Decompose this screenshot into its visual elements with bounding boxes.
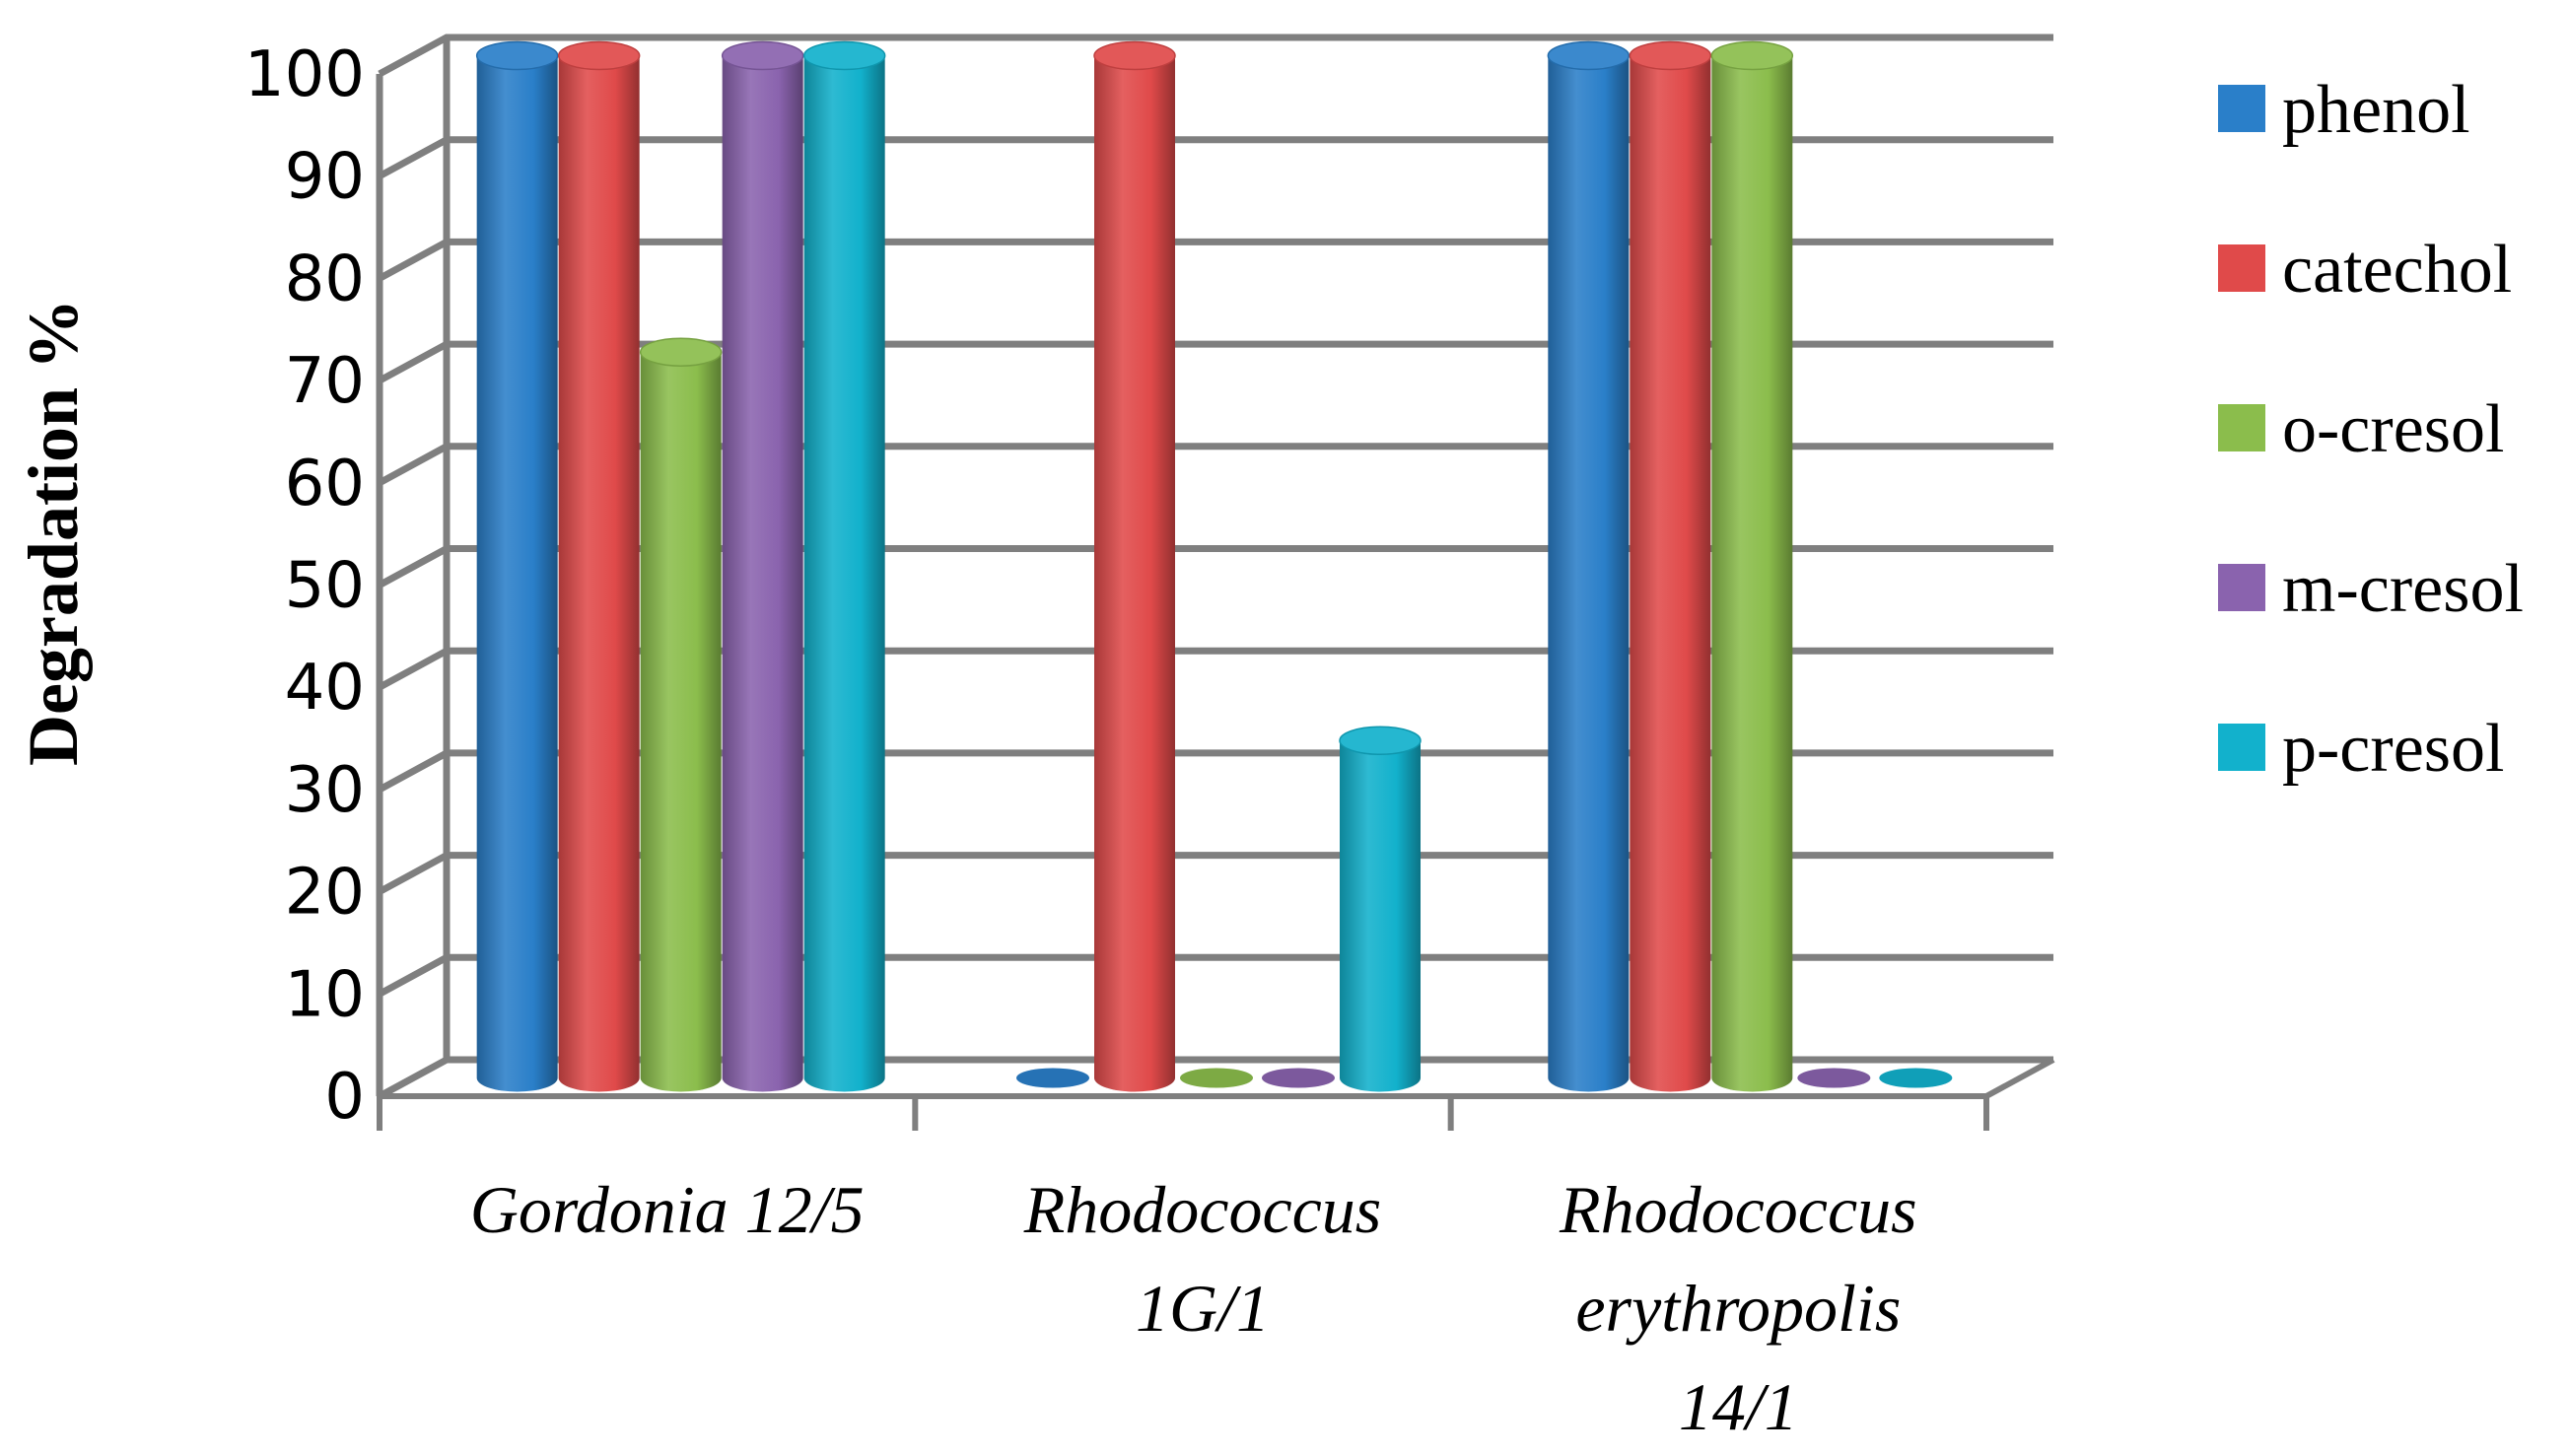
bars <box>475 40 1953 1092</box>
bar-p-cresol-1 <box>1339 726 1422 1092</box>
bar-top <box>1339 726 1422 756</box>
bar-catechol-2 <box>1629 40 1712 1092</box>
legend-swatch <box>2218 404 2265 451</box>
y-tick-label: 40 <box>285 652 365 725</box>
x-category-label: 1G/1 <box>1136 1271 1270 1346</box>
bar-zero-disc <box>1262 1068 1335 1088</box>
legend-swatch <box>2218 244 2265 292</box>
bar-zero-disc <box>1180 1068 1253 1088</box>
bar-m-cresol-0 <box>721 40 804 1092</box>
labels: 0 10 20 30 40 50 60 70 80 90 100 Gordonia 12/5 Rhodo… <box>14 38 1917 1444</box>
bar-top <box>1710 40 1794 71</box>
bar-body <box>1711 55 1793 1092</box>
y-tick-label: 80 <box>285 243 365 315</box>
legend-label: m-cresol <box>2282 551 2524 627</box>
x-category-label: Rhodococcus <box>1559 1172 1917 1247</box>
bar-top <box>721 40 804 71</box>
bar-body <box>803 55 885 1092</box>
floor-right-edge <box>1984 1057 2055 1099</box>
bar-top <box>1093 40 1176 71</box>
y-tick-label: 60 <box>285 448 365 520</box>
legend-label: catechol <box>2282 232 2512 308</box>
y-tick-label: 20 <box>285 857 365 930</box>
bar-top <box>557 40 641 71</box>
legend-item-o-cresol: o-cresol <box>2218 391 2504 467</box>
axes <box>376 37 2055 1131</box>
bar-m-cresol-1 <box>1262 1068 1335 1088</box>
bar-body <box>640 352 722 1092</box>
legend-label: p-cresol <box>2282 711 2504 787</box>
bar-body <box>476 55 558 1092</box>
x-category-label: Rhodococcus <box>1023 1172 1382 1247</box>
bar-body <box>722 55 803 1092</box>
y-tick-label: 100 <box>244 38 365 111</box>
bar-catechol-0 <box>557 40 641 1092</box>
bar-zero-disc <box>1016 1068 1089 1088</box>
legend-item-m-cresol: m-cresol <box>2218 551 2524 627</box>
legend-item-catechol: catechol <box>2218 232 2512 308</box>
bar-catechol-1 <box>1093 40 1176 1092</box>
y-tick-label: 0 <box>324 1061 365 1134</box>
legend: phenol catechol o-cresol m-cresol p-cresol <box>2218 72 2524 787</box>
y-tick-label: 70 <box>285 345 365 418</box>
y-tick-label: 10 <box>285 958 365 1031</box>
legend-swatch <box>2218 724 2265 771</box>
bar-p-cresol-2 <box>1879 1068 1953 1088</box>
legend-item-phenol: phenol <box>2218 72 2470 148</box>
x-category-label: 14/1 <box>1679 1369 1798 1444</box>
bar-zero-disc <box>1797 1068 1871 1088</box>
bar-top <box>475 40 559 71</box>
bar-body <box>1548 55 1630 1092</box>
bar-o-cresol-0 <box>639 337 723 1092</box>
legend-label: o-cresol <box>2282 391 2504 467</box>
y-axis-title: Degradation % <box>14 299 93 766</box>
bar-top <box>802 40 886 71</box>
legend-item-p-cresol: p-cresol <box>2218 711 2504 787</box>
y-tick-label: 30 <box>285 754 365 827</box>
bar-top <box>1547 40 1631 71</box>
bar-phenol-2 <box>1547 40 1631 1092</box>
x-category-label: Gordonia 12/5 <box>470 1172 865 1247</box>
y-tick-label: 90 <box>285 141 365 214</box>
bar-phenol-1 <box>1016 1068 1089 1088</box>
legend-swatch <box>2218 564 2265 611</box>
bar-top <box>639 337 723 367</box>
bar-body <box>558 55 640 1092</box>
bar-top <box>1629 40 1712 71</box>
legend-swatch <box>2218 85 2265 132</box>
bar-body <box>1094 55 1175 1092</box>
bar-o-cresol-1 <box>1180 1068 1253 1088</box>
bar-m-cresol-2 <box>1797 1068 1871 1088</box>
bar-phenol-0 <box>475 40 559 1092</box>
x-category-label: erythropolis <box>1575 1271 1901 1346</box>
legend-label: phenol <box>2282 72 2470 148</box>
bar-body <box>1630 55 1711 1092</box>
bar-o-cresol-2 <box>1710 40 1794 1092</box>
bar-zero-disc <box>1879 1068 1953 1088</box>
bar-body <box>1340 740 1421 1092</box>
y-tick-label: 50 <box>285 550 365 623</box>
bar-p-cresol-0 <box>802 40 886 1092</box>
